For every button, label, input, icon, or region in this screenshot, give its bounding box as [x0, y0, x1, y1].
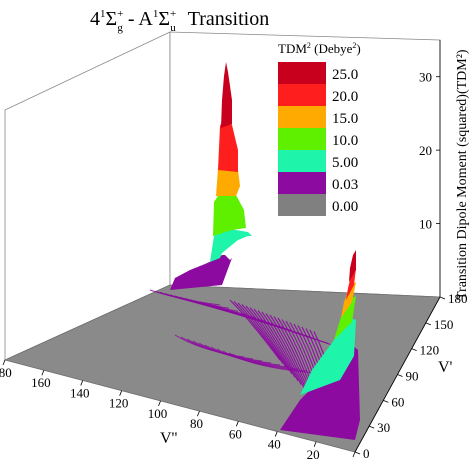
- x-axis-ticks: 180 160 140 120 100 80 60 40 20 0: [0, 359, 356, 460]
- x-tick-mark: [2, 359, 6, 366]
- legend-label: 20.0: [332, 89, 358, 105]
- legend-label: 25.0: [332, 67, 358, 83]
- floor-rib: [257, 310, 302, 385]
- x-tick-mark: [313, 441, 317, 447]
- x-axis-label: V'': [160, 430, 177, 447]
- z-tick-label: 30: [419, 70, 432, 85]
- x-tick-label: 140: [70, 385, 90, 400]
- legend-label: 0.03: [332, 177, 358, 193]
- y-tick-mark: [383, 399, 389, 403]
- x-tick-label: 100: [148, 406, 168, 421]
- y-tick-mark: [411, 348, 417, 352]
- y-tick-label: 0: [363, 446, 370, 460]
- legend-swatch: [278, 194, 326, 216]
- y-tick-label: 150: [434, 317, 454, 332]
- x-tick-label: 60: [229, 426, 242, 441]
- x-tick-label: 180: [0, 365, 12, 380]
- x-tick-mark: [235, 421, 239, 427]
- y-tick-mark: [439, 296, 446, 300]
- floor-rib: [237, 302, 287, 368]
- legend-swatch: [278, 128, 326, 150]
- x-tick-mark: [274, 431, 278, 437]
- legend-label: 15.0: [332, 111, 358, 127]
- floor-rib: [265, 313, 308, 392]
- legend-swatch: [278, 62, 326, 84]
- x-tick-mark: [352, 451, 356, 458]
- legend-swatch: [278, 84, 326, 106]
- z-tick-label: 10: [419, 217, 432, 232]
- x-tick-mark: [80, 380, 84, 386]
- legend-title: TDM2 (Debye2): [278, 41, 361, 56]
- floor-rib: [233, 301, 284, 364]
- peak-left: [170, 62, 252, 290]
- peak-right: [280, 250, 360, 440]
- x-tick-label: 0: [349, 457, 356, 460]
- x-tick-mark: [119, 390, 123, 396]
- legend-swatch: [278, 106, 326, 128]
- chart-title: 41Σ+ g - A1Σ+ u Transition: [90, 8, 269, 34]
- x-tick-label: 40: [268, 437, 281, 452]
- y-tick-label: 90: [406, 369, 419, 384]
- y-tick-mark: [397, 374, 403, 377]
- x-tick-mark: [41, 370, 45, 376]
- floor-rib: [253, 308, 299, 382]
- floor-rib: [261, 311, 305, 389]
- y-tick-mark: [354, 451, 361, 455]
- legend-label: 5.00: [332, 155, 358, 171]
- floor-rib: [228, 352, 317, 374]
- z-tick-label: 20: [419, 143, 432, 158]
- x-tick-label: 120: [109, 396, 129, 411]
- legend-label: 0.00: [332, 199, 358, 215]
- y-tick-mark: [369, 425, 375, 429]
- legend: TDM2 (Debye2) 25.0 20.0 15.0 10.0 5.00 0.03 0.…: [278, 41, 361, 216]
- z-axis-label: Transition Dipole Moment (squared)(TDM²): [455, 49, 470, 300]
- y-tick-label: 180: [448, 291, 468, 306]
- z-axis-ticks: 10 20 30: [419, 70, 440, 232]
- y-tick-label: 30: [377, 420, 390, 435]
- floor-rib: [229, 299, 281, 361]
- floor-rib: [241, 304, 290, 371]
- legend-label: 10.0: [332, 133, 358, 149]
- x-tick-mark: [197, 410, 200, 417]
- y-tick-label: 120: [420, 343, 440, 358]
- y-tick-mark: [425, 322, 431, 326]
- x-tick-label: 160: [31, 375, 51, 390]
- y-tick-label: 60: [391, 394, 404, 409]
- x-tick-label: 80: [190, 416, 203, 431]
- floor-rib: [245, 305, 293, 375]
- y-axis-label: V': [438, 359, 453, 376]
- floor-rib: [214, 305, 338, 348]
- x-tick-label: 20: [307, 447, 320, 460]
- legend-swatch: [278, 150, 326, 172]
- x-tick-mark: [158, 400, 161, 407]
- legend-swatch: [278, 172, 326, 194]
